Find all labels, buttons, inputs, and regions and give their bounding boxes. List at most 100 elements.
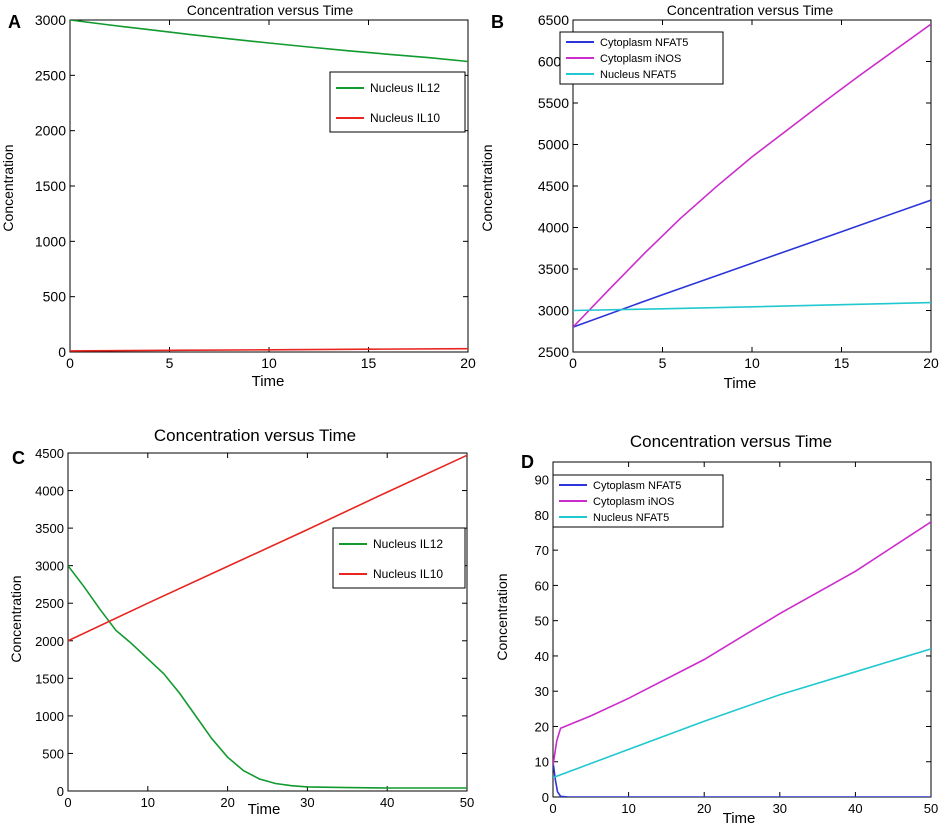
x-tick-label: 0 (64, 795, 71, 810)
series-line-nucleus-il12 (70, 20, 468, 63)
y-tick-label: 50 (535, 614, 549, 629)
series-line-nucleus-il10 (70, 347, 468, 352)
y-tick-label: 2000 (35, 634, 64, 649)
legend-label: Nucleus NFAT5 (600, 69, 676, 81)
y-tick-label: 3000 (538, 303, 569, 319)
y-tick-label: 0 (58, 344, 66, 360)
chart-title: Concentration versus Time (187, 2, 354, 18)
plot-frame (67, 452, 468, 792)
series-line-cytoplasm-inos (573, 23, 931, 328)
legend: Cytoplasm NFAT5 Cytoplasm iNOS Nucleus NFA… (552, 474, 724, 528)
x-tick-label: 15 (361, 355, 377, 371)
legend-label: Nucleus NFAT5 (593, 512, 669, 524)
x-tick-label: 40 (380, 795, 394, 810)
legend-label: Cytoplasm NFAT5 (593, 480, 681, 492)
x-tick-label: 5 (166, 355, 174, 371)
panel-letter: D (521, 452, 534, 472)
y-tick-label: 4000 (538, 220, 569, 236)
x-tick-label: 50 (924, 801, 938, 816)
y-tick-label: 4500 (35, 446, 64, 461)
x-tick-label: 0 (549, 801, 556, 816)
x-tick-label: 20 (923, 355, 939, 371)
y-tick-label: 70 (535, 543, 549, 558)
x-tick-label: 50 (460, 795, 474, 810)
series-line-cytoplasm-inos (553, 521, 931, 766)
series-line-nucleus-nfat5 (553, 648, 931, 779)
series-line-nucleus-il12 (68, 565, 467, 789)
y-tick-label: 1000 (35, 709, 64, 724)
chart-panel-c: C0 10 20 30 40 500500100015002000250030003500… (8, 426, 474, 818)
y-tick-label: 3500 (538, 261, 569, 277)
y-tick-label: 4500 (538, 178, 569, 194)
x-axis-label: Time (724, 375, 757, 392)
legend-box (552, 474, 724, 528)
y-tick-label: 500 (42, 746, 64, 761)
x-tick-label: 10 (261, 355, 277, 371)
y-tick-label: 2000 (35, 123, 66, 139)
series-line-nucleus-il10 (68, 454, 467, 642)
y-axis-label: Concentration (8, 575, 24, 662)
series-line-cytoplasm-nfat5 (573, 199, 931, 328)
legend-label: Cytoplasm iNOS (600, 53, 681, 65)
y-tick-label: 2500 (35, 596, 64, 611)
y-tick-label: 2500 (538, 344, 569, 360)
y-tick-label: 4000 (35, 484, 64, 499)
panel-letter: A (8, 12, 21, 32)
y-tick-label: 0 (57, 784, 64, 799)
y-tick-label: 10 (535, 755, 549, 770)
y-tick-label: 20 (535, 719, 549, 734)
legend-label: Cytoplasm iNOS (593, 496, 674, 508)
y-tick-label: 6500 (538, 12, 569, 28)
y-tick-label: 30 (535, 684, 549, 699)
x-axis-label: Time (723, 810, 756, 827)
x-tick-label: 10 (744, 355, 760, 371)
legend: Nucleus IL12 Nucleus IL10 (332, 527, 466, 589)
chart-panel-a: A 0 5 10 15 20 0 500 1000 1500 2000 2500 3000 Concent… (0, 2, 476, 390)
y-tick-label: 1500 (35, 671, 64, 686)
legend-label: Nucleus IL12 (373, 537, 443, 551)
x-tick-label: 40 (848, 801, 862, 816)
legend: Nucleus IL12 Nucleus IL10 (329, 71, 466, 133)
legend-box (329, 71, 466, 133)
x-tick-label: 15 (834, 355, 850, 371)
series-line-nucleus-nfat5 (573, 301, 931, 312)
chart-title: Concentration versus Time (630, 432, 832, 451)
y-tick-label: 5000 (538, 137, 569, 153)
y-tick-label: 2500 (35, 67, 66, 83)
plot-frame (69, 19, 469, 353)
y-tick-label: 5500 (538, 95, 569, 111)
panel-letter: B (491, 12, 504, 32)
x-axis-label: Time (248, 801, 281, 818)
x-tick-label: 30 (773, 801, 787, 816)
x-tick-label: 10 (141, 795, 155, 810)
chart-panel-b: B0 5 10 15 202500300035004000450050005500600… (479, 2, 939, 392)
y-axis-label: Concentration (479, 144, 495, 231)
y-tick-label: 1500 (35, 178, 66, 194)
y-tick-label: 500 (43, 289, 67, 305)
x-tick-label: 0 (569, 355, 577, 371)
y-tick-label: 90 (535, 473, 549, 488)
x-axis-label: Time (252, 373, 285, 390)
y-tick-label: 3000 (35, 559, 64, 574)
y-tick-label: 3000 (35, 12, 66, 28)
y-tick-label: 80 (535, 508, 549, 523)
legend: Cytoplasm NFAT5 Cytoplasm iNOS Nucleus NFA… (559, 31, 724, 85)
x-tick-label: 20 (697, 801, 711, 816)
y-tick-label: 0 (542, 790, 549, 805)
y-axis-label: Concentration (494, 573, 510, 660)
y-tick-label: 60 (535, 578, 549, 593)
x-tick-label: 10 (621, 801, 635, 816)
x-tick-label: 20 (460, 355, 476, 371)
x-tick-label: 5 (659, 355, 667, 371)
y-tick-label: 3500 (35, 521, 64, 536)
x-tick-label: 30 (300, 795, 314, 810)
chart-title: Concentration versus Time (667, 2, 834, 18)
series-line-cytoplasm-nfat5 (553, 761, 931, 797)
chart-panel-d: D 0 10 20 30 40 50 0 10 20 30 40 50 60 70 80 90 Concentra… (494, 432, 938, 827)
y-tick-label: 40 (535, 649, 549, 664)
x-tick-label: 0 (66, 355, 74, 371)
y-tick-label: 1000 (35, 233, 66, 249)
x-tick-label: 20 (220, 795, 234, 810)
legend-box (332, 527, 466, 589)
